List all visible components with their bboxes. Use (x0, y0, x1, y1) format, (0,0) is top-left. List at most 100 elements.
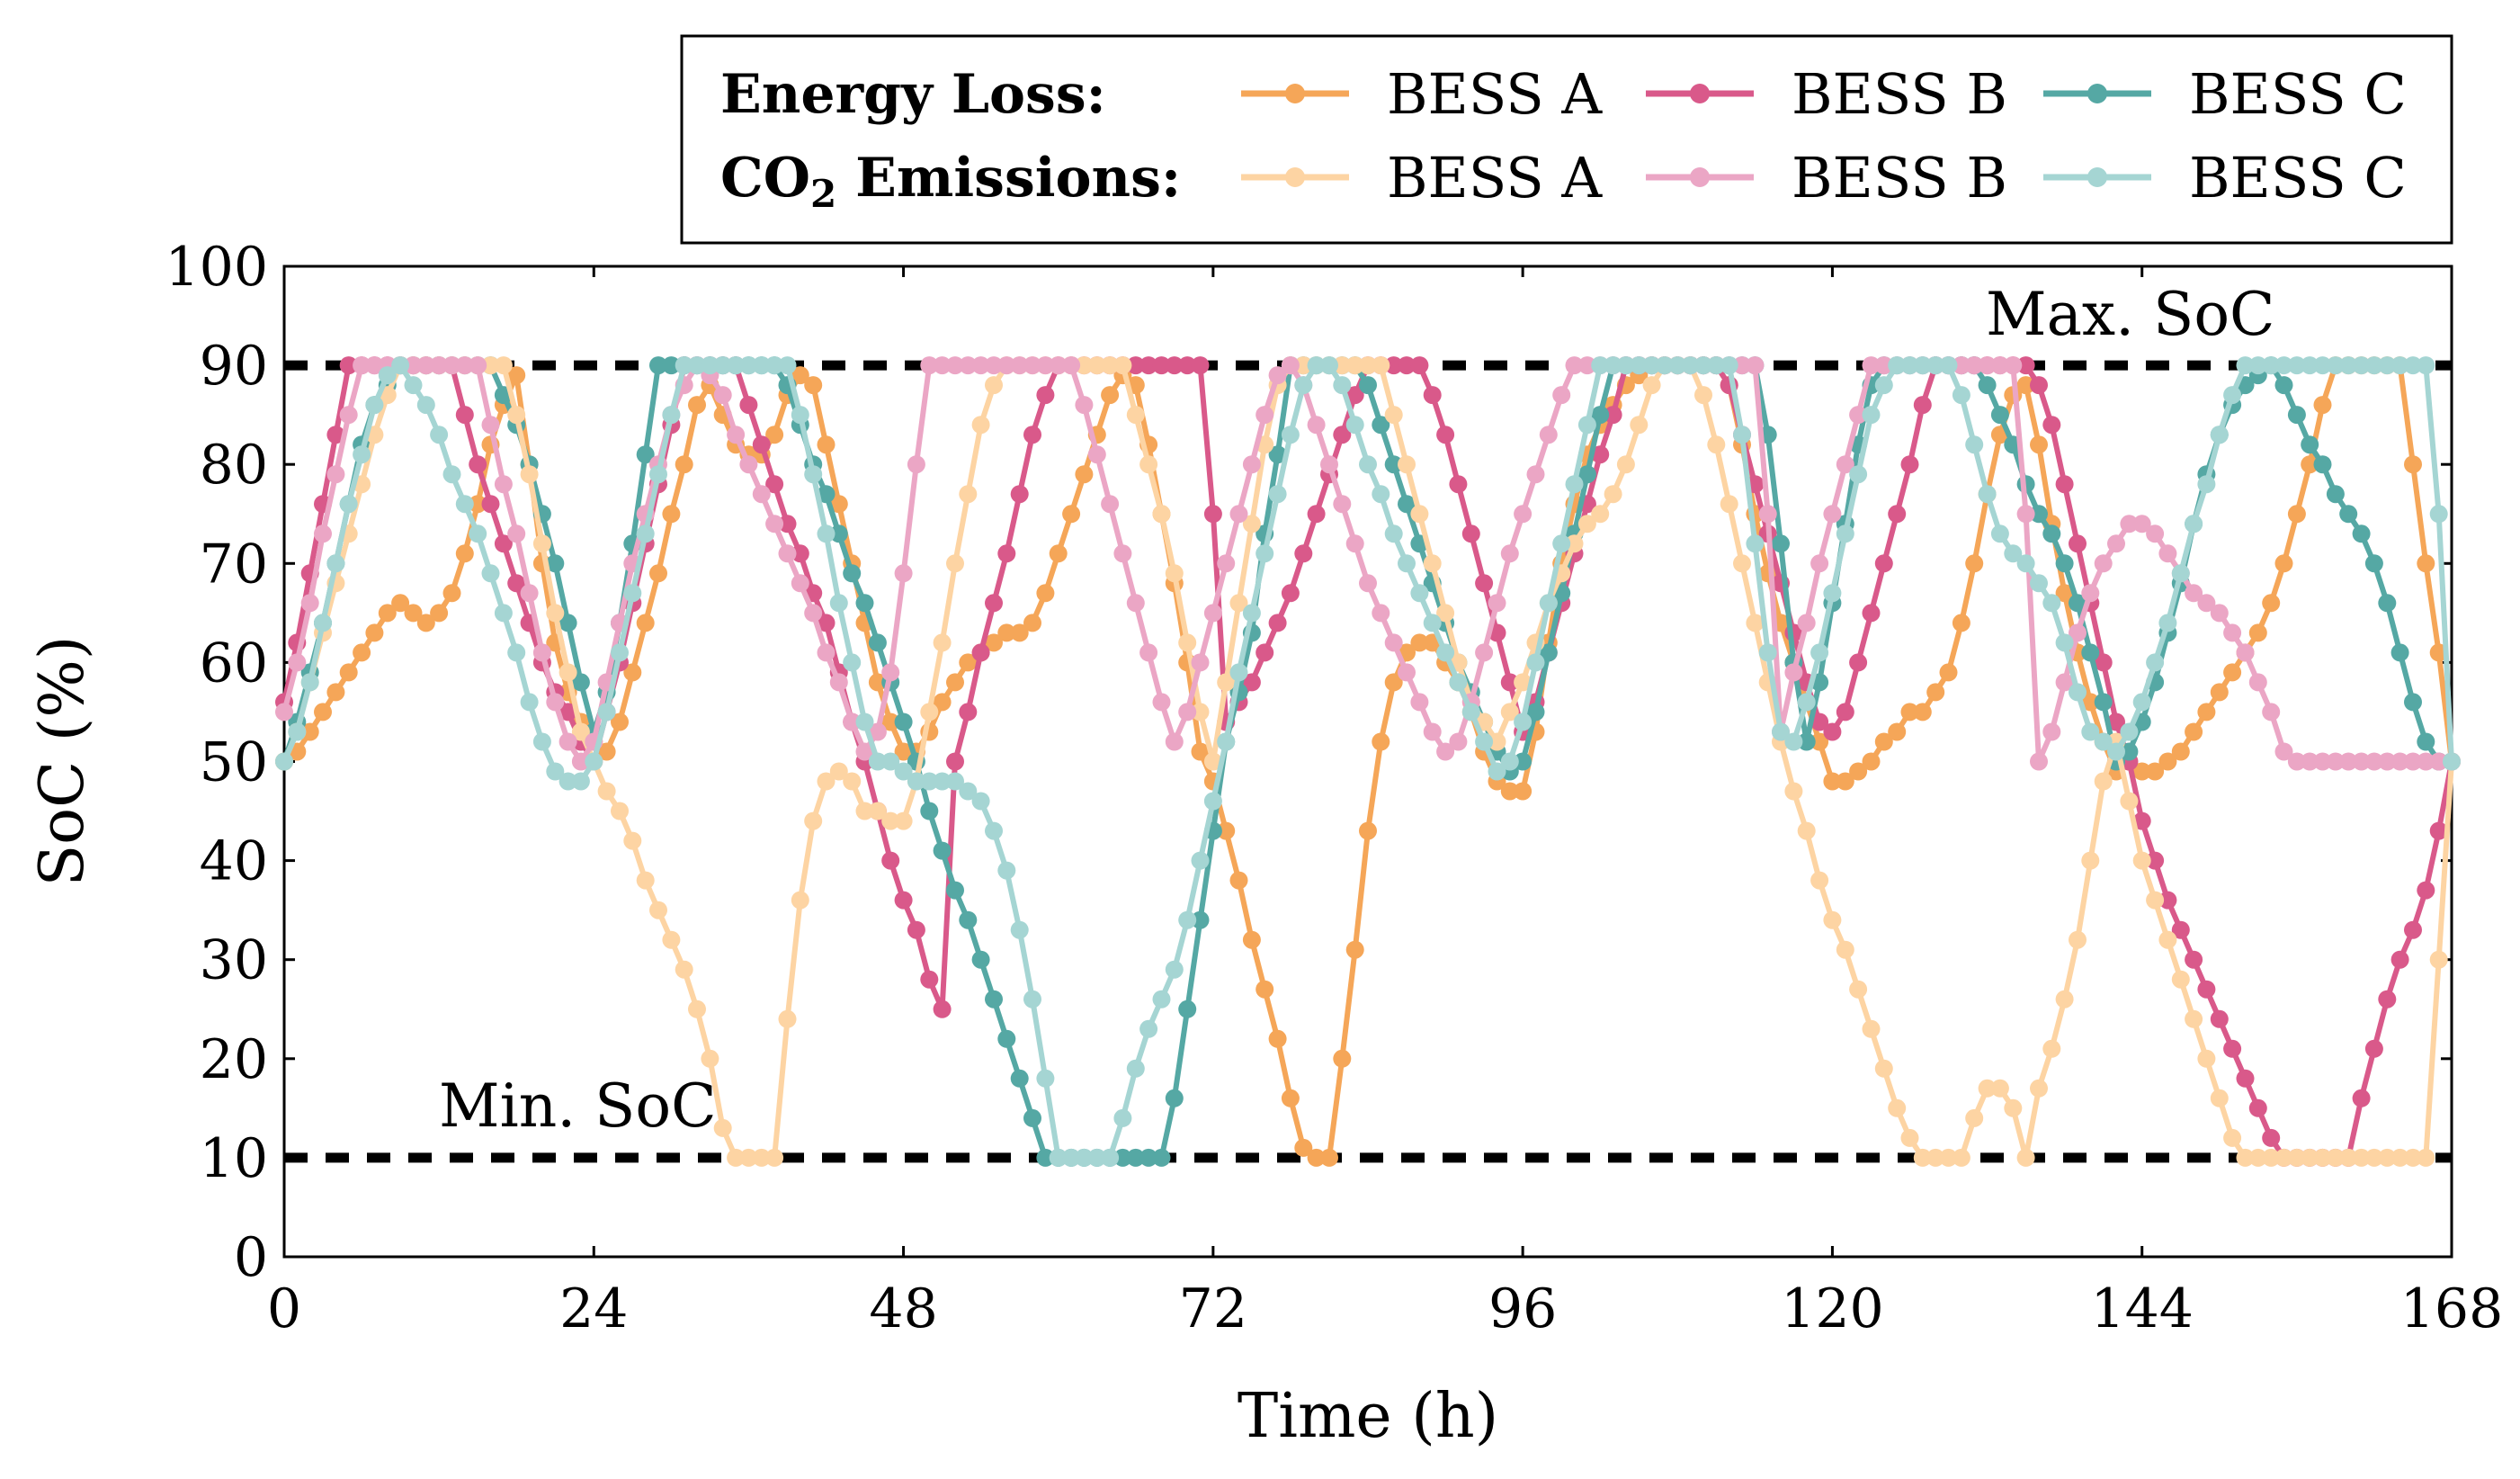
data-point (1126, 594, 1145, 613)
data-point (353, 356, 371, 375)
data-point (1913, 396, 1932, 415)
data-point (1978, 1079, 1997, 1098)
data-point (1874, 732, 1893, 751)
legend-label: BESS C (2189, 145, 2407, 211)
x-axis-title: Time (h) (1238, 1381, 1498, 1452)
data-point (1939, 356, 1958, 375)
data-point (1836, 455, 1854, 474)
y-tick-label: 30 (200, 929, 268, 992)
data-point (2120, 515, 2139, 533)
data-point (1191, 910, 1210, 929)
data-point (868, 673, 887, 692)
y-tick-label: 60 (200, 632, 268, 695)
data-point (2185, 584, 2203, 603)
data-point (894, 762, 913, 781)
data-point (1862, 356, 1881, 375)
data-point (1023, 426, 1041, 444)
data-point (971, 356, 990, 375)
data-point (817, 614, 836, 632)
data-point (1268, 485, 1287, 504)
data-point (649, 564, 667, 583)
data-point (765, 1148, 784, 1167)
data-point (2313, 356, 2332, 375)
data-point (843, 772, 862, 791)
data-point (2236, 643, 2255, 662)
data-point (1604, 485, 1622, 504)
data-point (2069, 683, 2087, 702)
data-point (1307, 416, 1326, 435)
data-point (817, 435, 836, 454)
data-point (894, 891, 913, 910)
data-point (1410, 584, 1429, 603)
data-point (675, 455, 693, 474)
data-point (1101, 356, 1120, 375)
data-point (920, 970, 939, 989)
data-point (1345, 356, 1364, 375)
data-point (829, 594, 848, 613)
data-point (507, 366, 526, 385)
data-point (959, 782, 978, 801)
data-point (1229, 505, 1248, 524)
data-point (1423, 554, 1442, 573)
data-point (1010, 1069, 1029, 1088)
data-point (2339, 505, 2358, 524)
data-point (1990, 356, 2009, 375)
data-point (1384, 406, 1403, 425)
data-point (688, 356, 706, 375)
max-soc-label: Max. SoC (1986, 280, 2275, 349)
data-point (2120, 722, 2139, 741)
data-point (1630, 356, 1649, 375)
data-point (378, 366, 397, 385)
data-point (1062, 356, 1081, 375)
data-point (559, 703, 577, 722)
data-point (1075, 1148, 1094, 1167)
data-point (1488, 762, 1506, 781)
data-point (585, 752, 603, 771)
data-point (752, 435, 771, 454)
data-point (1733, 426, 1751, 444)
data-point (2171, 564, 2190, 583)
data-point (2378, 594, 2397, 613)
data-point (597, 782, 616, 801)
data-point (1023, 990, 1041, 1008)
data-point (2069, 594, 2087, 613)
data-point (1268, 614, 1287, 632)
data-point (1139, 356, 1158, 375)
data-point (1874, 1059, 1893, 1078)
data-point (804, 465, 823, 484)
data-point (868, 752, 887, 771)
data-point (1384, 633, 1403, 652)
legend-label: BESS A (1387, 61, 1603, 127)
data-point (507, 643, 526, 662)
data-point (739, 356, 758, 375)
data-point (1810, 554, 1829, 573)
data-point (546, 554, 565, 573)
data-point (314, 703, 332, 722)
data-point (2081, 851, 2100, 870)
data-point (1849, 653, 1868, 672)
data-point (1178, 356, 1197, 375)
data-point (1758, 505, 1777, 524)
data-point (1784, 663, 1803, 682)
data-point (1191, 703, 1210, 722)
data-point (907, 772, 925, 791)
data-point (713, 1118, 732, 1137)
data-point (2301, 752, 2319, 771)
data-point (1359, 574, 1377, 593)
x-tick-label: 0 (267, 1277, 301, 1340)
data-point (701, 1049, 719, 1068)
data-point (481, 564, 500, 583)
data-point (2030, 752, 2048, 771)
data-point (688, 999, 706, 1018)
data-point (971, 950, 990, 969)
data-point (920, 356, 939, 375)
data-point (1152, 356, 1171, 375)
data-point (2016, 376, 2035, 395)
data-point (1836, 703, 1854, 722)
data-point (649, 901, 667, 919)
data-point (843, 564, 862, 583)
legend-swatch-marker (1690, 167, 1710, 187)
data-point (2301, 1148, 2319, 1167)
data-point (881, 811, 900, 830)
data-point (933, 772, 952, 791)
